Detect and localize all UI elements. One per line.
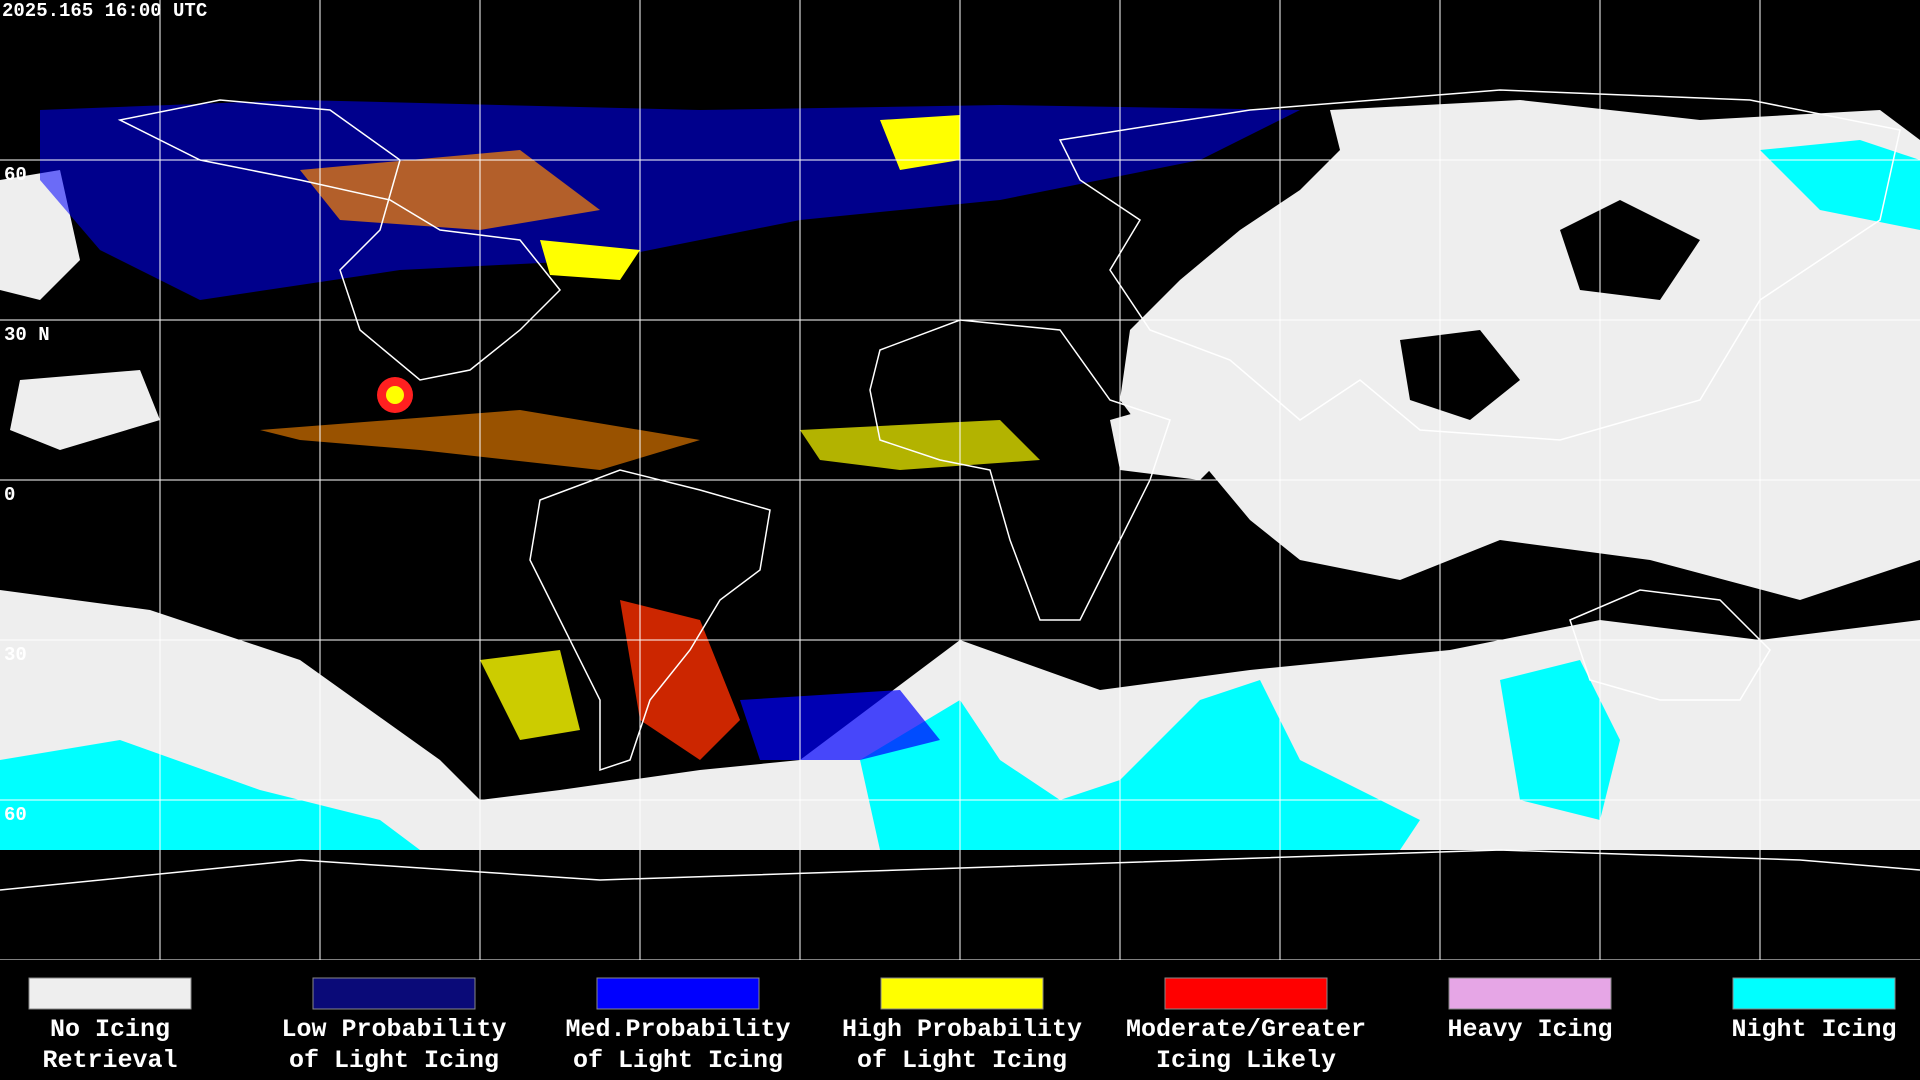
- icing-region: [740, 690, 940, 760]
- latitude-label: 30: [4, 644, 27, 666]
- legend-label: Heavy Icing: [1447, 1015, 1612, 1044]
- coastline: [1569, 589, 1771, 701]
- night-icing-region: [0, 740, 420, 850]
- icing-region: [386, 386, 404, 404]
- timestamp: 2025.165 16:00 UTC: [2, 0, 207, 22]
- legend-label: Med.Probability: [565, 1015, 790, 1044]
- legend-label: Night Icing: [1731, 1015, 1896, 1044]
- legend-label: Moderate/Greater: [1126, 1015, 1366, 1044]
- clear-region: [1400, 330, 1520, 420]
- legend-label: Icing Likely: [1156, 1046, 1336, 1075]
- legend-swatch: [312, 977, 476, 1010]
- legend-swatch: [1164, 977, 1328, 1010]
- legend-swatch: [880, 977, 1044, 1010]
- night-icing-region: [1760, 140, 1920, 230]
- icing-region: [540, 240, 640, 280]
- icing-region: [480, 650, 580, 740]
- latitude-label: 60: [4, 804, 27, 826]
- legend-label: of Light Icing: [573, 1046, 783, 1075]
- coastline: [869, 319, 1171, 621]
- legend-label: No Icing: [50, 1015, 170, 1044]
- latitude-labels: 60 30 N 0 30 60: [4, 164, 50, 826]
- legend-label: Low Probability: [281, 1015, 506, 1044]
- cloud-region: [1120, 100, 1920, 600]
- legend-swatch: [596, 977, 760, 1010]
- legend-label: High Probability: [842, 1015, 1082, 1044]
- coastline: [117, 99, 562, 381]
- coastline: [1058, 89, 1901, 441]
- cloud-region: [10, 370, 160, 450]
- legend-label: of Light Icing: [289, 1046, 499, 1075]
- legend-label: of Light Icing: [857, 1046, 1067, 1075]
- icing-region: [880, 115, 960, 170]
- legend-label: Retrieval: [42, 1046, 177, 1075]
- cloud-region: [1110, 400, 1240, 480]
- icing-region: [40, 100, 1300, 300]
- icing-region: [800, 420, 1040, 470]
- coastline: [529, 469, 771, 772]
- coastline: [0, 849, 1920, 891]
- legend-swatch: [28, 977, 192, 1010]
- icing-region: [300, 150, 600, 230]
- latitude-label: 30 N: [4, 324, 50, 346]
- coastlines: [0, 89, 1920, 891]
- latitude-label: 0: [4, 484, 15, 506]
- clear-region: [1560, 200, 1700, 300]
- latitude-label: 60: [4, 164, 27, 186]
- night-icing-region: [1500, 660, 1620, 820]
- legend-swatch: [1732, 977, 1896, 1010]
- legend-swatch: [1448, 977, 1612, 1010]
